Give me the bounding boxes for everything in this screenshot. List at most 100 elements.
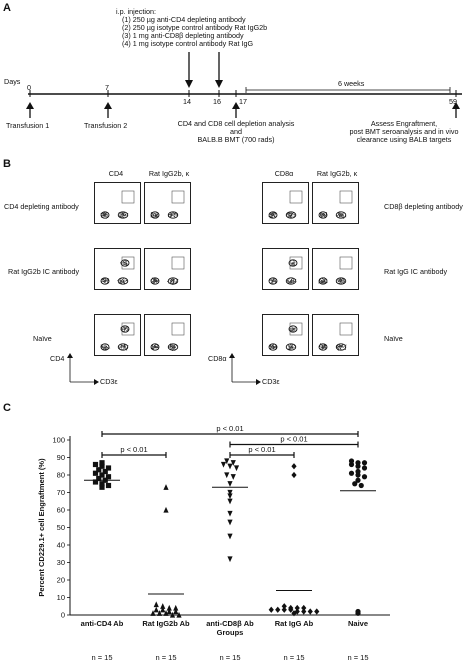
data-point-s3-2 — [275, 606, 281, 613]
facs-plot-left-r1c1 — [94, 182, 141, 224]
day-tick-59: 59 — [449, 97, 457, 106]
data-point-s1-0 — [150, 610, 156, 616]
data-point-s4-14 — [361, 460, 368, 466]
depletion-label: CD4 and CD8 cell depletion analysis and … — [176, 120, 296, 144]
y-tick-label-9: 90 — [57, 453, 65, 462]
data-point-s4-2 — [352, 481, 358, 487]
data-point-s2-7 — [227, 481, 233, 487]
data-point-s3-1 — [268, 606, 274, 613]
y-tick-label-1: 10 — [57, 593, 65, 602]
data-point-s0-13 — [105, 465, 112, 471]
y-tick-label-7: 70 — [57, 488, 65, 497]
data-point-s3-12 — [301, 604, 307, 612]
injection-item-1: (1) 250 µg anti-CD4 depleting antibody — [122, 15, 246, 24]
x-category-label-1: Rat IgG2b Ab — [142, 619, 190, 628]
facs-plot-right-r2c1 — [262, 248, 309, 290]
data-point-s4-4 — [355, 477, 361, 483]
data-point-s2-6 — [227, 489, 233, 496]
data-point-s2-2 — [227, 519, 233, 526]
sig-label-3: p < 0.01 — [248, 445, 275, 454]
facs-plot-right-r1c2 — [312, 182, 359, 224]
assess-line-3: clearance using BALB targets — [356, 135, 452, 144]
facs-plot-left-r2c2 — [144, 248, 191, 290]
data-point-s0-6 — [92, 470, 99, 476]
x-axis-label: Groups — [217, 628, 244, 637]
right-col-header-isotype: Rat IgG2b, κ — [316, 169, 358, 178]
data-point-s1-6 — [160, 606, 166, 613]
x-category-label-0: anti-CD4 Ab — [81, 619, 124, 628]
y-tick-label-0: 0 — [61, 611, 65, 620]
data-point-s2-5 — [227, 493, 233, 500]
day-tick-16: 16 — [213, 97, 221, 106]
data-point-s2-0 — [227, 556, 233, 563]
day-tick-17: 17 — [239, 97, 247, 106]
injection-header: i.p. injection: — [116, 7, 156, 16]
assess-label: Assess Engraftment, post BMT seroanalysi… — [336, 120, 472, 144]
left-y-axis-label: CD4 — [50, 354, 65, 363]
data-point-s1-2 — [163, 610, 169, 616]
panel-c-letter: C — [3, 402, 11, 414]
day-tick-7: 7 — [105, 83, 109, 92]
data-point-s4-11 — [361, 465, 368, 471]
data-point-s1-7 — [166, 608, 172, 615]
y-tick-label-8: 80 — [57, 471, 65, 480]
data-point-s0-2 — [99, 481, 105, 487]
data-point-s2-11 — [227, 463, 233, 470]
days-label: Days — [4, 77, 21, 86]
y-tick-label-6: 60 — [57, 506, 65, 515]
sig-label-2: p < 0.01 — [120, 445, 147, 454]
data-point-s4-5 — [348, 470, 355, 476]
injection-list: (1) 250 µg anti-CD4 depleting antibody (… — [122, 16, 267, 48]
data-point-s0-9 — [96, 467, 102, 473]
right-x-axis-label: CD3ε — [262, 377, 280, 386]
depletion-line-2: and — [230, 127, 242, 136]
right-y-axis-label: CD8α — [208, 354, 227, 363]
data-point-s4-3 — [358, 482, 364, 489]
n-label-3: n = 15 — [283, 653, 304, 661]
injection-item-2: (2) 250 µg isotype control antibody Rat … — [122, 23, 268, 32]
data-point-s0-12 — [99, 463, 105, 469]
panel-b-letter: B — [3, 158, 11, 170]
facs-plot-right-r2c2 — [312, 248, 359, 290]
data-point-s0-10 — [102, 468, 108, 475]
data-point-s0-7 — [99, 472, 105, 478]
n-label-1: n = 15 — [155, 653, 176, 661]
day-tick-14: 14 — [183, 97, 191, 106]
timeline-graphic — [26, 52, 462, 118]
data-point-s1-14 — [163, 484, 169, 490]
panel-a-letter: A — [3, 2, 11, 14]
data-point-s2-14 — [230, 460, 236, 466]
sig-label-0: p < 0.01 — [216, 424, 243, 433]
y-tick-label-3: 30 — [57, 558, 65, 567]
y-tick-label-2: 20 — [57, 576, 65, 585]
right-axis-indicator — [229, 353, 261, 385]
data-point-s2-13 — [224, 458, 230, 465]
data-point-s0-14 — [99, 460, 105, 466]
data-point-s4-7 — [361, 474, 368, 480]
data-point-s2-9 — [230, 474, 236, 480]
data-point-s3-10 — [288, 604, 294, 612]
injection-item-3: (3) 1 mg anti-CD8β depleting antibody — [122, 31, 244, 40]
data-point-s4-1 — [355, 608, 361, 615]
facs-plot-left-r1c2 — [144, 182, 191, 224]
data-point-s1-11 — [166, 604, 172, 611]
data-point-s3-5 — [294, 608, 300, 615]
data-point-s1-9 — [153, 601, 159, 608]
injection-item-4: (4) 1 mg isotype control antibody Rat Ig… — [122, 39, 254, 48]
transfusion-1-label: Transfusion 1 — [6, 121, 50, 130]
data-point-s0-11 — [92, 461, 99, 468]
left-col-header-cd4: CD4 — [108, 169, 124, 178]
n-label-4: n = 15 — [347, 653, 368, 661]
data-point-s1-10 — [160, 603, 166, 609]
right-row-label-naive: Naïve — [384, 334, 403, 343]
data-point-s4-8 — [355, 468, 361, 475]
y-axis-label: Percent CD229.1+ cell Engraftment (%) — [37, 458, 46, 597]
data-point-s1-8 — [173, 608, 179, 615]
data-point-s0-8 — [105, 474, 112, 480]
data-point-s3-13 — [291, 471, 297, 479]
data-point-s1-4 — [176, 611, 182, 618]
y-tick-label-5: 50 — [57, 523, 65, 532]
facs-plot-right-r3c1 — [262, 314, 309, 356]
facs-plot-left-r3c1 — [94, 314, 141, 356]
x-category-label-3: Rat IgG Ab — [275, 619, 314, 628]
